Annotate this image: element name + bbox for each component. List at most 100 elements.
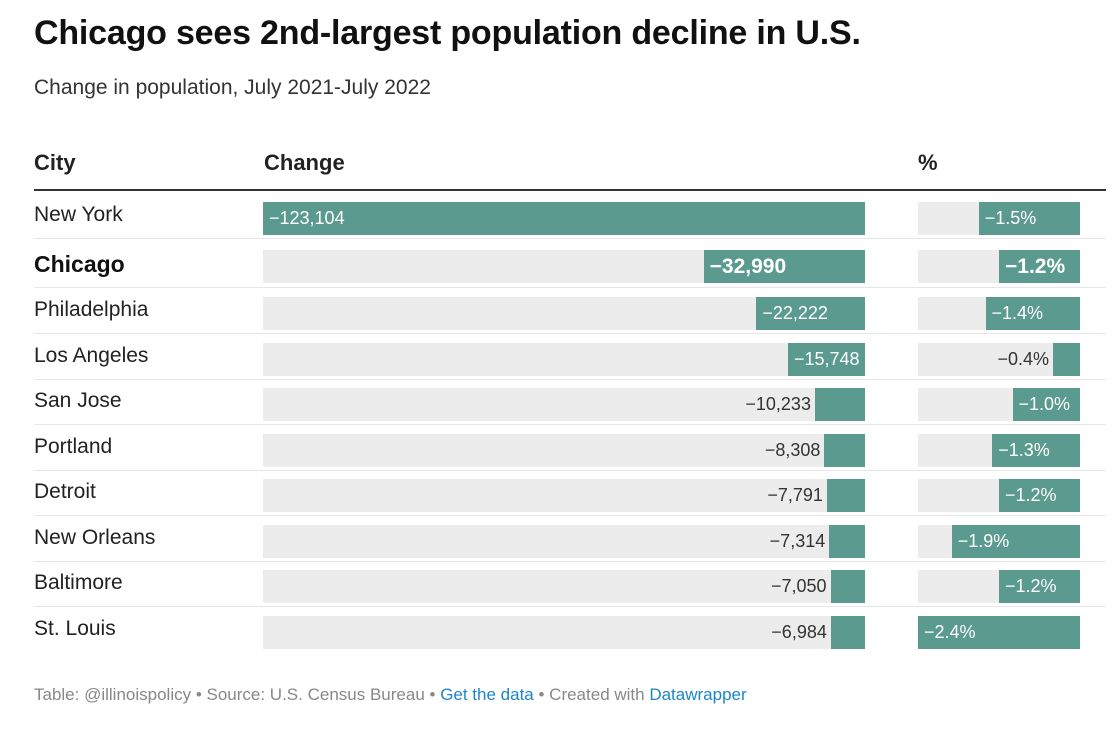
change-bar-track: −15,748	[263, 343, 865, 376]
city-label: Chicago	[34, 251, 125, 277]
city-label: Baltimore	[34, 571, 123, 594]
pct-bar-track: −1.0%	[918, 388, 1080, 421]
pct-bar	[978, 202, 1080, 235]
table-row: Portland −8,308 −1.3%	[34, 425, 1106, 471]
row-divider	[34, 424, 1106, 425]
pct-bar-track: −2.4%	[918, 616, 1080, 649]
header-divider	[34, 189, 1106, 191]
pct-value-label: −2.4%	[924, 622, 976, 642]
city-label: Detroit	[34, 480, 96, 503]
pct-value-label: −1.2%	[1005, 576, 1057, 596]
change-bar	[703, 250, 865, 283]
pct-bar	[992, 434, 1080, 467]
table-row: New Orleans −7,314 −1.9%	[34, 516, 1106, 562]
change-bar-track: −22,222	[263, 297, 865, 330]
city-label: St. Louis	[34, 617, 116, 640]
change-bar-track: −123,104	[263, 202, 865, 235]
change-value-label: −15,748	[793, 349, 860, 369]
row-divider	[34, 379, 1106, 380]
change-value-label: −123,104	[269, 208, 345, 228]
pct-value-label: −1.2%	[1005, 254, 1066, 278]
row-divider	[34, 333, 1106, 334]
pct-bar-track: −0.4%	[918, 343, 1080, 376]
pct-bar-track: −1.3%	[918, 434, 1080, 467]
chart-subtitle: Change in population, July 2021-July 202…	[34, 76, 431, 99]
city-label: New Orleans	[34, 526, 156, 549]
change-value-label: −22,222	[762, 303, 828, 323]
change-bar-track: −32,990	[263, 250, 865, 283]
change-bar	[829, 525, 865, 558]
change-bar	[263, 202, 865, 235]
row-divider	[34, 606, 1106, 607]
chart-footer: Table: @illinoispolicy • Source: U.S. Ce…	[34, 685, 747, 705]
change-bar-track: −10,233	[263, 388, 865, 421]
pct-bar	[999, 479, 1080, 512]
table-row: Philadelphia −22,222 −1.4%	[34, 288, 1106, 334]
change-value-label: −6,984	[771, 622, 827, 642]
column-header-change: Change	[264, 150, 345, 175]
pct-bar-track: −1.9%	[918, 525, 1080, 558]
change-value-label: −32,990	[709, 254, 787, 278]
change-bar	[814, 388, 865, 421]
pct-bar-track: −1.5%	[918, 202, 1080, 235]
row-divider	[34, 287, 1106, 288]
change-bar-track: −7,050	[263, 570, 865, 603]
pct-bar	[999, 570, 1080, 603]
change-bar	[830, 570, 865, 603]
change-bar	[756, 297, 865, 330]
change-value-label: −7,314	[769, 531, 826, 551]
change-value-label: −8,308	[764, 440, 821, 460]
change-bar-track: −8,308	[263, 434, 865, 467]
pct-bar-track: −1.4%	[918, 297, 1080, 330]
chart-title: Chicago sees 2nd-largest population decl…	[34, 14, 861, 52]
city-label: San Jose	[34, 389, 122, 412]
footer-created-with: • Created with	[533, 685, 650, 704]
column-header-city: City	[34, 150, 76, 175]
pct-bar	[918, 616, 1080, 649]
pct-bar	[999, 250, 1080, 283]
change-bar-track: −6,984	[263, 616, 865, 649]
pct-value-label: −1.5%	[984, 208, 1037, 228]
table-row: Chicago −32,990 −1.2%	[34, 240, 1106, 288]
row-divider	[34, 561, 1106, 562]
change-bar-track: −7,791	[263, 479, 865, 512]
pct-value-label: −1.9%	[957, 531, 1010, 551]
row-divider	[34, 515, 1106, 516]
table-row: San Jose −10,233 −1.0%	[34, 380, 1106, 425]
pct-value-label: −0.4%	[997, 349, 1049, 369]
pct-bar-track: −1.2%	[918, 479, 1080, 512]
change-bar	[788, 343, 865, 376]
pct-value-label: −1.0%	[1018, 394, 1071, 414]
pct-bar	[985, 297, 1080, 330]
city-label: Portland	[34, 435, 113, 458]
pct-bar	[1053, 343, 1080, 376]
city-label: New York	[34, 203, 123, 226]
pct-bar	[1012, 388, 1080, 421]
table-row: St. Louis −6,984 −2.4%	[34, 607, 1106, 653]
change-bar	[830, 616, 865, 649]
pct-value-label: −1.2%	[1005, 485, 1057, 505]
pct-bar	[951, 525, 1080, 558]
pct-bar-track: −1.2%	[918, 250, 1080, 283]
change-value-label: −7,050	[770, 576, 827, 596]
pct-value-label: −1.3%	[998, 440, 1050, 460]
change-bar	[824, 434, 865, 467]
column-header-pct: %	[918, 150, 938, 175]
table-row: Baltimore −7,050 −1.2%	[34, 562, 1106, 607]
row-divider	[34, 470, 1106, 471]
row-divider	[34, 238, 1106, 239]
get-the-data-link[interactable]: Get the data	[440, 685, 534, 704]
change-bar	[826, 479, 865, 512]
pct-bar-track: −1.2%	[918, 570, 1080, 603]
footer-source: Table: @illinoispolicy • Source: U.S. Ce…	[34, 685, 441, 704]
change-value-label: −7,791	[767, 485, 823, 505]
pct-value-label: −1.4%	[991, 303, 1044, 323]
change-value-label: −10,233	[745, 394, 811, 414]
city-label: Los Angeles	[34, 344, 149, 367]
table-row: Detroit −7,791 −1.2%	[34, 471, 1106, 516]
datawrapper-link[interactable]: Datawrapper	[649, 685, 747, 704]
table-row: New York −123,104 −1.5%	[34, 193, 1106, 239]
change-bar-track: −7,314	[263, 525, 865, 558]
table-row: Los Angeles −15,748 −0.4%	[34, 334, 1106, 380]
city-label: Philadelphia	[34, 298, 149, 321]
